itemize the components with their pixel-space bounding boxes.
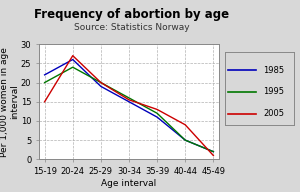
Text: 1995: 1995 bbox=[263, 88, 284, 96]
Text: 2005: 2005 bbox=[263, 109, 284, 118]
Text: Source: Statistics Norway: Source: Statistics Norway bbox=[74, 23, 190, 32]
X-axis label: Age interval: Age interval bbox=[101, 179, 157, 188]
Text: Frequency of abortion by age: Frequency of abortion by age bbox=[34, 8, 230, 21]
Y-axis label: Per 1,000 women in age
interval: Per 1,000 women in age interval bbox=[0, 47, 19, 157]
Text: 1985: 1985 bbox=[263, 66, 284, 74]
